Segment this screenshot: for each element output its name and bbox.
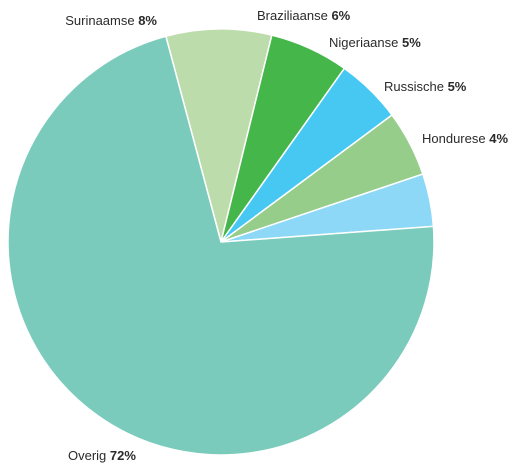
slice-label-nigeriaanse: Nigeriaanse 5% [329, 35, 421, 50]
pie-slice-surinaamse [165, 28, 273, 243]
slice-label-braziliaanse: Braziliaanse 6% [257, 8, 351, 23]
pie-slice-overig [7, 35, 435, 456]
slice-label-value: 6% [331, 8, 350, 23]
slice-label-name: Overig [68, 448, 110, 463]
slice-label-hondurese: Hondurese 4% [422, 131, 508, 146]
slice-label-name: Hondurese [422, 131, 489, 146]
slice-label-russische: Russische 5% [384, 79, 467, 94]
slice-label-value: 5% [402, 35, 421, 50]
slice-label-value: 4% [489, 131, 508, 146]
slice-label-value: 8% [138, 13, 157, 28]
slice-label-overig: Overig 72% [68, 448, 136, 463]
slice-label-value: 72% [110, 448, 136, 463]
slice-label-name: Surinaamse [65, 13, 138, 28]
slice-label-surinaamse: Surinaamse 8% [65, 13, 157, 28]
slice-label-name: Nigeriaanse [329, 35, 402, 50]
slice-label-name: Braziliaanse [257, 8, 331, 23]
slice-label-value: 5% [448, 79, 467, 94]
slice-label-name: Russische [384, 79, 448, 94]
